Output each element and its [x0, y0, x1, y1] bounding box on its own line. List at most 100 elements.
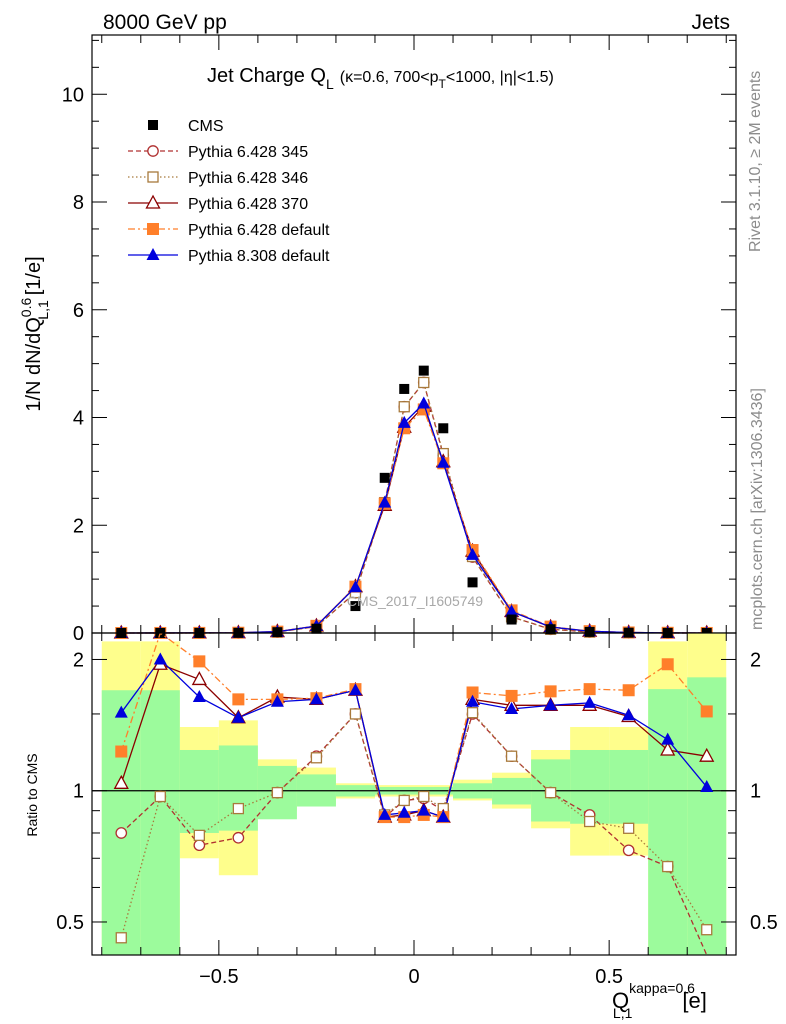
- ratio-point-p6def: [193, 655, 206, 668]
- ratio-point-p346: [398, 794, 410, 807]
- ratio-point-p346: [662, 860, 674, 873]
- ratio-band-inner: [140, 690, 180, 955]
- ratio-point-p8def: [348, 683, 362, 696]
- main-ylabel-sup: 0.6: [18, 298, 34, 318]
- ratio-point-p346: [544, 786, 557, 799]
- ratio-point-p8def: [397, 805, 411, 818]
- ratio-point-p346: [505, 750, 518, 762]
- ratio-point-p8def: [378, 807, 392, 820]
- main-ylabel-tail: [1/e]: [23, 256, 45, 295]
- main-ytick-label: 6: [73, 300, 84, 322]
- ratio-point-p346: [193, 829, 205, 842]
- main-ytick-label: 4: [73, 408, 84, 430]
- ratio-plot-marks: [113, 633, 715, 955]
- ratio-ytick-label-right: 2: [750, 649, 761, 671]
- ratio-band-inner: [609, 749, 649, 824]
- ratio-point-p370: [113, 774, 129, 789]
- legend-label-p6def: Pythia 6.428 default: [188, 222, 330, 239]
- ratio-axes: 0.5 0.5 1 1 2 2 −0.5 0 0.5: [56, 633, 778, 988]
- ratio-point-p8def: [153, 652, 167, 665]
- ratio-point-p8def: [583, 695, 597, 708]
- main-line-p345: [121, 381, 707, 634]
- ratio-point-p8def: [309, 692, 323, 705]
- ratio-point-p8def: [192, 690, 206, 703]
- ratio-uncertainty-bands: [92, 633, 736, 955]
- ratio-band-inner: [101, 690, 141, 955]
- main-point-p8def: [397, 415, 411, 428]
- watermark: CMS_2017_I1605749: [347, 593, 483, 609]
- main-point-cms: [311, 623, 322, 634]
- ratio-point-p345: [193, 839, 206, 852]
- ratio-ytick-label-right: 1: [750, 781, 761, 803]
- main-point-cms: [418, 365, 429, 376]
- ratio-point-p345: [232, 831, 245, 844]
- ratio-point-p346: [418, 790, 430, 803]
- plot-title-detail-tail: <1000, |η|<1.5): [446, 69, 554, 86]
- ratio-point-p370: [191, 671, 207, 686]
- main-ytick-label: 10: [62, 84, 84, 106]
- main-ytick-label: 0: [73, 623, 84, 645]
- legend-marker-p8def: [146, 248, 160, 260]
- ratio-point-p346: [583, 815, 596, 828]
- legend-label-cms: CMS: [188, 118, 224, 135]
- ratio-point-p345: [622, 844, 635, 857]
- ratio-point-p346: [115, 932, 127, 944]
- main-point-p8def: [417, 396, 431, 409]
- ratio-point-p346: [310, 752, 323, 764]
- plot-title: Jet Charge QL (κ=0.6, 700<pT<1000, |η|<1.…: [207, 65, 554, 92]
- ratio-point-p346: [701, 924, 713, 936]
- ratio-point-p6def: [622, 684, 635, 697]
- ratio-band-inner: [687, 677, 727, 955]
- ratio-point-p345: [115, 827, 128, 839]
- legend-marker-p346: [147, 171, 159, 183]
- plot-title-detail: (κ=0.6, 700<p: [340, 69, 439, 86]
- ratio-line-p370: [120, 663, 707, 818]
- main-point-cms: [399, 383, 410, 394]
- legend-marker-p370: [145, 194, 161, 209]
- main-point-cms: [506, 614, 517, 625]
- ratio-band-inner: [648, 689, 688, 955]
- main-point-cms: [438, 423, 449, 434]
- ratio-point-p6def: [505, 689, 518, 702]
- ratio-point-p6def: [232, 693, 245, 706]
- main-point-p8def: [505, 604, 519, 617]
- ratio-line-p346: [120, 711, 708, 938]
- legend-label-p346: Pythia 6.428 346: [188, 170, 308, 187]
- rivet-label: Rivet 3.1.10, ≥ 2M events: [747, 71, 764, 252]
- ratio-band-inner: [179, 749, 219, 833]
- legend-label-p8def: Pythia 8.308 default: [188, 248, 330, 265]
- header-left: 8000 GeV pp: [103, 11, 227, 34]
- main-point-cms: [467, 577, 478, 588]
- main-point-p8def: [466, 547, 480, 560]
- main-ytick-label: 2: [73, 515, 84, 537]
- main-point-cms: [350, 601, 361, 612]
- ratio-xlabel: Qkappa=0.6 L,1 [e]: [612, 980, 707, 1021]
- main-point-p346: [398, 401, 410, 413]
- ratio-point-p6def: [544, 685, 557, 698]
- main-ylabel: 1/N dN/dQ0.6L,1 [1/e]: [18, 256, 51, 411]
- ratio-ytick-label-left: 1: [73, 781, 84, 803]
- ratio-line-p8def: [120, 658, 708, 818]
- ratio-point-p8def: [700, 779, 714, 792]
- main-point-p8def: [436, 455, 450, 468]
- ratio-point-p8def: [436, 810, 450, 823]
- ratio-point-p8def: [114, 705, 128, 718]
- ratio-point-p346: [349, 708, 362, 720]
- ratio-ytick-label-left: 0.5: [56, 912, 84, 934]
- ratio-ytick-label-right: 0.5: [750, 912, 778, 934]
- ratio-point-p370: [660, 741, 676, 756]
- ratio-point-p346: [232, 802, 245, 815]
- ratio-point-p8def: [661, 732, 675, 745]
- main-point-cms: [584, 626, 595, 637]
- legend-label-p345: Pythia 6.428 345: [188, 144, 308, 161]
- ratio-point-p6def: [115, 745, 128, 758]
- header-right: Jets: [691, 11, 730, 34]
- main-ytick-label: 8: [73, 192, 84, 214]
- plot-title-detail-sub: T: [439, 77, 447, 91]
- ratio-point-p346: [466, 707, 479, 719]
- legend-marker-cms: [148, 120, 158, 130]
- main-point-cms: [379, 472, 390, 483]
- legend: CMS Pythia 6.428 345 Pythia 6.428 346 Pythi…: [128, 118, 330, 265]
- ratio-point-p6def: [583, 683, 596, 696]
- ratio-panel: 0.5 0.5 1 1 2 2 −0.5 0 0.5 Ratio to CMS Qkappa=0…: [24, 632, 778, 1021]
